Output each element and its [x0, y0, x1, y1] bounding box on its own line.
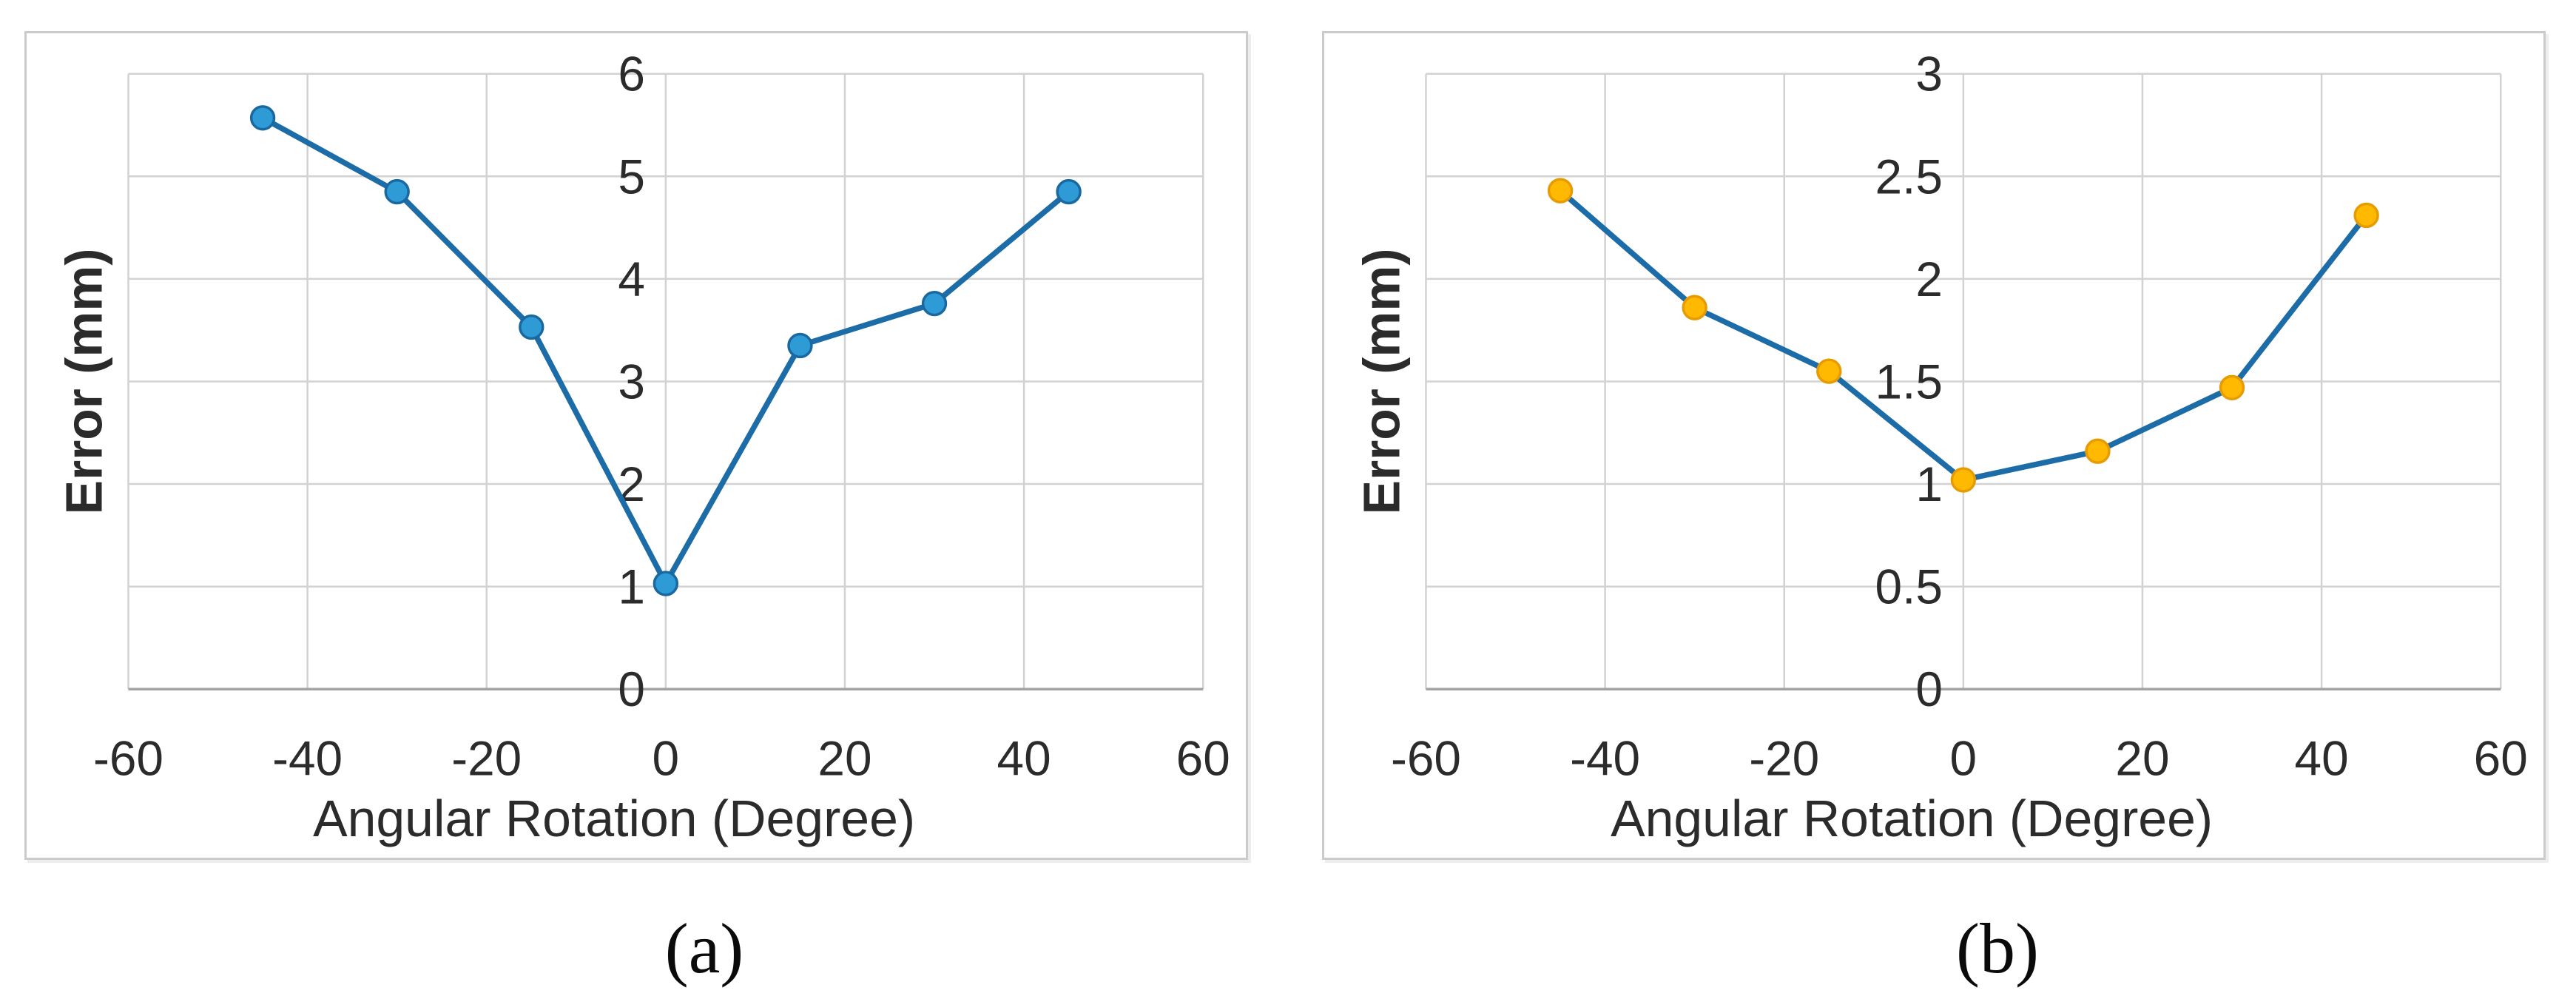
x-tick-label: -60 — [93, 732, 163, 786]
data-point-marker — [1056, 178, 1082, 205]
x-tick-label: 40 — [997, 732, 1051, 786]
data-point-marker — [2085, 438, 2111, 464]
x-tick-label: 0 — [1950, 732, 1977, 786]
data-point-marker — [2219, 374, 2245, 400]
y-tick-label: 0.5 — [1875, 560, 1943, 614]
chart-b-svg: 0 0.5 1 1.5 2 2.5 3 -60 -40 -20 0 20 40 60 Angular Rot… — [1353, 47, 2528, 847]
gridlines — [127, 73, 1204, 690]
gridlines — [1425, 73, 2502, 690]
y-axis-title: Error (mm) — [1353, 249, 1411, 515]
y-tick-label: 1 — [618, 560, 645, 614]
y-tick-label: 0 — [1915, 662, 1943, 716]
caption-a: (a) — [664, 909, 744, 988]
data-point-marker — [2353, 202, 2379, 229]
data-point-marker — [653, 571, 679, 596]
x-tick-label: 20 — [817, 732, 871, 786]
y-tick-label: 3 — [1915, 47, 1943, 101]
x-axis-title: Angular Rotation (Degree) — [313, 790, 915, 847]
chart-panel-b: 0 0.5 1 1.5 2 2.5 3 -60 -40 -20 0 20 40 60 Angular Rot… — [1322, 31, 2546, 860]
y-tick-label: 3 — [618, 354, 645, 408]
data-point-marker — [1547, 178, 1574, 204]
data-point-marker — [384, 178, 410, 205]
tick-labels: 0 0.5 1 1.5 2 2.5 3 -60 -40 -20 0 20 40 60 — [1391, 47, 2528, 786]
x-tick-label: -20 — [1749, 732, 1819, 786]
data-point-marker — [1950, 467, 1977, 493]
series-markers — [249, 105, 1082, 596]
data-point-marker — [921, 290, 948, 317]
x-tick-label: 60 — [1176, 732, 1230, 786]
series-markers — [1547, 178, 2379, 493]
x-tick-label: 40 — [2295, 732, 2349, 786]
x-tick-label: 20 — [2115, 732, 2169, 786]
x-tick-label: -40 — [272, 732, 343, 786]
y-tick-label: 4 — [618, 252, 645, 306]
y-tick-label: 1 — [1915, 457, 1943, 511]
y-tick-label: 2.5 — [1875, 149, 1943, 204]
data-point-marker — [519, 314, 544, 340]
x-axis-title: Angular Rotation (Degree) — [1611, 790, 2213, 847]
data-point-marker — [787, 332, 813, 359]
data-point-marker — [249, 105, 276, 131]
data-point-marker — [1816, 358, 1842, 384]
y-axis-title: Error (mm) — [55, 249, 113, 515]
x-tick-label: 0 — [653, 732, 680, 786]
y-tick-label: 1.5 — [1875, 354, 1943, 408]
y-tick-label: 6 — [618, 47, 645, 101]
data-point-marker — [1682, 295, 1707, 320]
y-tick-label: 2 — [1915, 252, 1943, 306]
y-tick-label: 5 — [618, 149, 645, 204]
x-tick-label: 60 — [2474, 732, 2528, 786]
caption-b: (b) — [1956, 909, 2039, 988]
x-tick-label: -40 — [1570, 732, 1640, 786]
y-tick-label: 0 — [618, 662, 645, 716]
x-tick-label: -60 — [1391, 732, 1461, 786]
x-tick-label: -20 — [451, 732, 522, 786]
chart-panel-a: 0 1 2 3 4 5 6 -60 -40 -20 0 20 40 60 Angular Rotation … — [24, 31, 1248, 860]
